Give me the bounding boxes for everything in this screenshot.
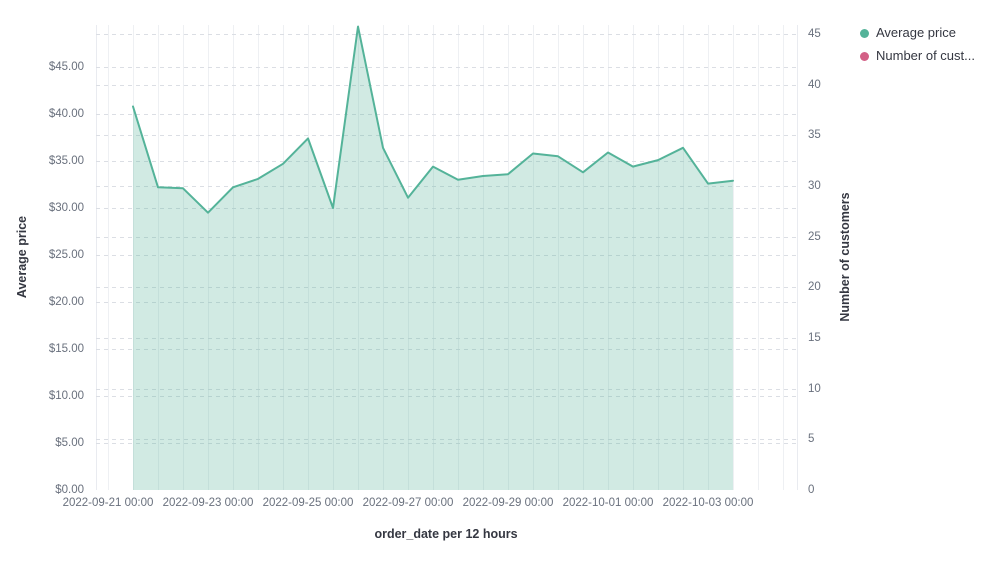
legend-dot-average-price-icon bbox=[860, 28, 869, 38]
y-left-tick-label: $40.00 bbox=[48, 108, 84, 120]
x-tick-label: 2022-09-21 00:00 bbox=[62, 497, 154, 509]
y-left-tick-label: $45.00 bbox=[48, 61, 84, 73]
y-left-tick-label: $30.00 bbox=[48, 202, 84, 214]
y-right-tick-label: 30 bbox=[808, 180, 821, 192]
y-left-tick-label: $5.00 bbox=[55, 437, 84, 449]
legend-dot-number-of-customers-icon bbox=[860, 51, 869, 61]
legend-label-average-price: Average price bbox=[876, 25, 956, 40]
legend-item-number-of-customers[interactable]: Number of cust... bbox=[860, 49, 975, 63]
y-left-tick-label: $20.00 bbox=[48, 296, 84, 308]
y-right-tick-label: 20 bbox=[808, 281, 821, 294]
x-tick-label: 2022-09-29 00:00 bbox=[462, 497, 554, 509]
y-right-tick-label: 0 bbox=[808, 484, 815, 496]
legend-item-average-price[interactable]: Average price bbox=[860, 26, 975, 40]
y-axis-right-title: Number of customers bbox=[838, 192, 852, 322]
y-right-tick-label: 35 bbox=[808, 129, 821, 142]
legend-label-number-of-customers: Number of cust... bbox=[876, 48, 975, 63]
y-right-tick-label: 15 bbox=[808, 332, 821, 344]
y-right-tick-label: 10 bbox=[808, 382, 821, 395]
average-price-line bbox=[132, 25, 734, 214]
average-price-area-fill bbox=[133, 26, 733, 490]
y-left-tick-label: $10.00 bbox=[48, 390, 84, 402]
y-right-tick-label: 25 bbox=[808, 230, 821, 243]
x-tick-label: 2022-10-01 00:00 bbox=[562, 497, 654, 509]
y-right-tick-label: 40 bbox=[808, 78, 821, 91]
x-tick-label: 2022-10-03 00:00 bbox=[662, 497, 754, 509]
y-right-tick-label: 5 bbox=[808, 433, 815, 446]
x-tick-label: 2022-09-27 00:00 bbox=[362, 497, 454, 509]
x-tick-label: 2022-09-25 00:00 bbox=[262, 497, 354, 509]
y-left-tick-label: $0.00 bbox=[55, 484, 84, 496]
legend: Average price Number of cust... bbox=[860, 26, 975, 72]
y-left-tick-label: $35.00 bbox=[48, 155, 84, 167]
y-left-tick-label: $15.00 bbox=[48, 343, 84, 355]
x-axis-title: order_date per 12 hours bbox=[374, 527, 518, 541]
y-left-tick-label: $25.00 bbox=[48, 249, 84, 261]
y-axis-left-title: Average price bbox=[15, 215, 29, 299]
y-right-tick-label: 45 bbox=[808, 28, 821, 40]
x-tick-label: 2022-09-23 00:00 bbox=[162, 497, 254, 509]
